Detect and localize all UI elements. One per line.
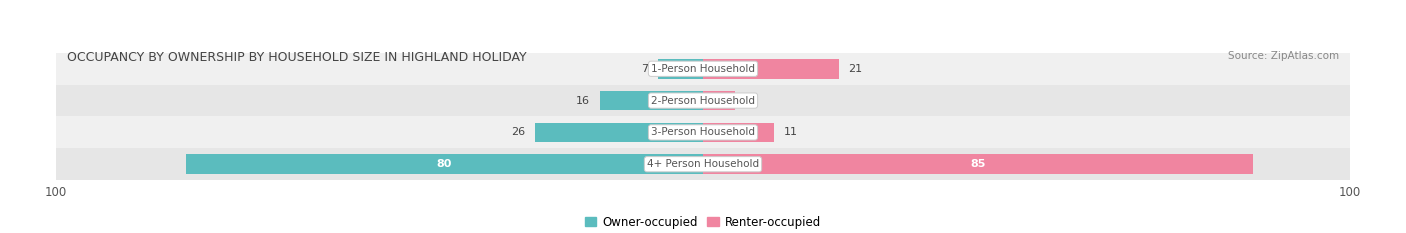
Text: 85: 85 bbox=[970, 159, 986, 169]
Text: 26: 26 bbox=[510, 127, 526, 137]
Text: 3-Person Household: 3-Person Household bbox=[651, 127, 755, 137]
Bar bbox=[56, 116, 1350, 148]
Text: 2-Person Household: 2-Person Household bbox=[651, 96, 755, 106]
Bar bbox=[186, 154, 703, 174]
Text: 4+ Person Household: 4+ Person Household bbox=[647, 159, 759, 169]
Bar bbox=[56, 148, 1350, 180]
Legend: Owner-occupied, Renter-occupied: Owner-occupied, Renter-occupied bbox=[579, 211, 827, 233]
Text: 21: 21 bbox=[849, 64, 863, 74]
Text: 16: 16 bbox=[576, 96, 591, 106]
Text: Source: ZipAtlas.com: Source: ZipAtlas.com bbox=[1229, 51, 1340, 61]
Text: 80: 80 bbox=[437, 159, 451, 169]
Bar bbox=[599, 91, 703, 110]
Text: 7: 7 bbox=[641, 64, 648, 74]
Bar bbox=[703, 91, 735, 110]
Bar bbox=[703, 123, 775, 142]
Bar bbox=[703, 59, 839, 79]
Text: 5: 5 bbox=[745, 96, 752, 106]
Text: OCCUPANCY BY OWNERSHIP BY HOUSEHOLD SIZE IN HIGHLAND HOLIDAY: OCCUPANCY BY OWNERSHIP BY HOUSEHOLD SIZE… bbox=[66, 51, 526, 64]
Bar bbox=[534, 123, 703, 142]
Bar bbox=[703, 154, 1253, 174]
Bar bbox=[658, 59, 703, 79]
Bar bbox=[56, 53, 1350, 85]
Bar bbox=[56, 85, 1350, 116]
Text: 1-Person Household: 1-Person Household bbox=[651, 64, 755, 74]
Text: 11: 11 bbox=[785, 127, 797, 137]
